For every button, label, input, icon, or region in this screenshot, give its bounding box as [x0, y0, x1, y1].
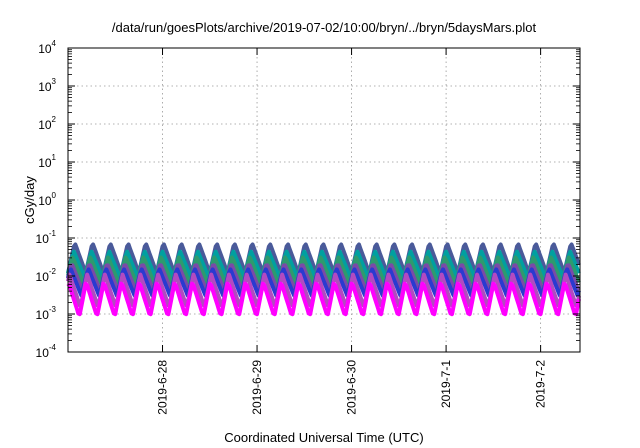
y-tick-label: 102	[38, 115, 56, 132]
y-tick-label: 10-2	[36, 267, 57, 284]
y-tick-label: 10-1	[36, 229, 57, 246]
y-tick-label: 10-3	[36, 305, 57, 322]
y-tick-label: 104	[38, 39, 56, 56]
x-axis: 2019-6-28 2019-6-29 2019-6-30 2019-7-1 2019-…	[156, 48, 548, 415]
x-tick-label: 2019-7-1	[439, 360, 453, 408]
y-axis-label: cGy/day	[22, 176, 37, 224]
x-tick-label: 2019-6-28	[156, 360, 170, 415]
y-tick-label: 101	[38, 153, 56, 170]
y-tick-label: 100	[38, 191, 56, 208]
series-band	[66, 281, 581, 317]
x-axis-label: Coordinated Universal Time (UTC)	[224, 430, 423, 445]
x-tick-label: 2019-7-2	[534, 360, 548, 408]
series-group	[66, 242, 581, 317]
x-tick-label: 2019-6-30	[345, 360, 359, 415]
x-tick-label: 2019-6-29	[250, 360, 264, 415]
y-axis: 10-4 10-3 10-2 10-1 100 101 102 103 104	[36, 39, 580, 360]
chart-title: /data/run/goesPlots/archive/2019-07-02/1…	[112, 20, 537, 35]
y-tick-label: 103	[38, 77, 56, 94]
y-tick-label: 10-4	[36, 343, 57, 360]
